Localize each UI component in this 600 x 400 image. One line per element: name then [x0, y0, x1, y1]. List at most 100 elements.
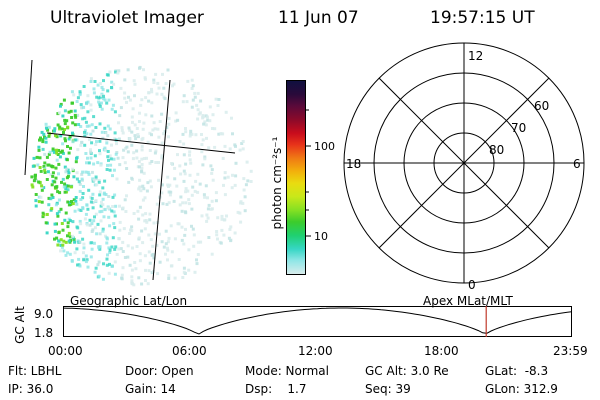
image-pixel — [130, 143, 134, 147]
status-glon: GLon: 312.9 — [485, 382, 558, 396]
image-pixel — [144, 279, 147, 282]
image-pixel — [59, 134, 63, 138]
mlt-label-12: 12 — [468, 49, 483, 63]
image-pixel — [71, 234, 75, 238]
image-pixel — [194, 179, 198, 183]
timeline-y-tick: 9.0 — [34, 307, 54, 321]
image-pixel — [141, 213, 145, 217]
image-pixel — [183, 172, 187, 176]
image-pixel — [174, 119, 178, 123]
image-pixel — [162, 245, 166, 249]
image-pixel — [59, 238, 63, 242]
image-pixel — [86, 170, 90, 174]
image-pixel — [66, 188, 70, 192]
image-pixel — [45, 155, 49, 159]
image-pixel — [106, 253, 109, 257]
image-pixel — [65, 176, 69, 180]
timeline-plot — [63, 306, 572, 337]
image-pixel — [101, 203, 105, 207]
image-pixel — [128, 128, 132, 132]
image-pixel — [87, 124, 91, 128]
image-pixel — [130, 176, 134, 180]
image-pixel — [93, 215, 96, 219]
image-pixel — [81, 192, 85, 195]
image-pixel — [180, 225, 184, 229]
image-pixel — [78, 90, 82, 94]
image-pixel — [75, 100, 79, 103]
image-pixel — [69, 109, 73, 113]
image-pixel — [68, 135, 72, 139]
image-pixel — [153, 127, 157, 131]
image-pixel — [49, 173, 53, 176]
image-pixel — [236, 210, 240, 214]
image-pixel — [41, 211, 45, 215]
image-pixel — [98, 102, 102, 106]
image-pixel — [94, 175, 98, 179]
image-pixel — [190, 87, 194, 90]
image-pixel — [178, 164, 182, 168]
image-pixel — [100, 130, 104, 134]
image-pixel — [119, 86, 123, 90]
image-pixel — [123, 78, 127, 82]
image-pixel — [105, 257, 109, 261]
image-pixel — [121, 131, 125, 135]
image-pixel — [40, 188, 44, 192]
image-pixel — [92, 91, 96, 95]
image-pixel — [57, 172, 60, 176]
image-pixel — [120, 126, 124, 130]
image-pixel — [90, 241, 94, 245]
image-pixel — [196, 108, 200, 112]
image-pixel — [193, 270, 197, 274]
image-pixel — [80, 106, 84, 110]
image-pixel — [220, 217, 224, 221]
image-pixel — [123, 198, 127, 202]
image-pixel — [102, 262, 105, 266]
image-pixel — [92, 87, 96, 91]
image-pixel — [180, 238, 184, 242]
image-pixel — [229, 239, 233, 243]
image-pixel — [193, 91, 197, 95]
image-pixel — [71, 121, 75, 125]
image-pixel — [54, 203, 58, 207]
image-pixel — [93, 226, 97, 230]
image-pixel — [70, 200, 73, 203]
image-pixel — [98, 82, 102, 85]
image-pixel — [46, 170, 50, 174]
status-gain: Gain: 14 — [125, 382, 176, 396]
image-pixel — [103, 126, 107, 130]
image-pixel — [100, 101, 103, 105]
colorbar-unit-label: photon cm⁻²s⁻¹ — [270, 136, 284, 230]
image-pixel — [52, 150, 56, 154]
image-pixel — [181, 132, 185, 136]
image-pixel — [108, 224, 112, 228]
geo-grid-line — [46, 132, 236, 154]
image-pixel — [219, 241, 223, 245]
image-pixel — [196, 190, 200, 194]
image-pixel — [210, 199, 214, 203]
image-pixel — [200, 133, 203, 136]
image-pixel — [133, 94, 136, 98]
image-pixel — [89, 103, 93, 107]
image-pixel — [120, 277, 124, 281]
image-pixel — [134, 137, 138, 141]
image-pixel — [187, 268, 191, 272]
image-pixel — [78, 189, 82, 193]
image-pixel — [66, 200, 70, 204]
image-pixel — [187, 248, 191, 252]
image-pixel — [61, 243, 65, 247]
image-pixel — [113, 110, 117, 114]
image-pixel — [63, 122, 67, 126]
image-pixel — [71, 140, 75, 144]
image-pixel — [128, 232, 132, 235]
image-pixel — [156, 81, 160, 85]
image-pixel — [188, 134, 192, 138]
image-pixel — [119, 247, 123, 251]
image-pixel — [215, 233, 219, 237]
image-pixel — [101, 227, 105, 231]
image-pixel — [59, 207, 63, 211]
image-pixel — [203, 155, 207, 159]
image-pixel — [203, 120, 207, 124]
image-pixel — [184, 190, 188, 194]
image-pixel — [89, 148, 92, 152]
image-pixel — [103, 208, 107, 212]
